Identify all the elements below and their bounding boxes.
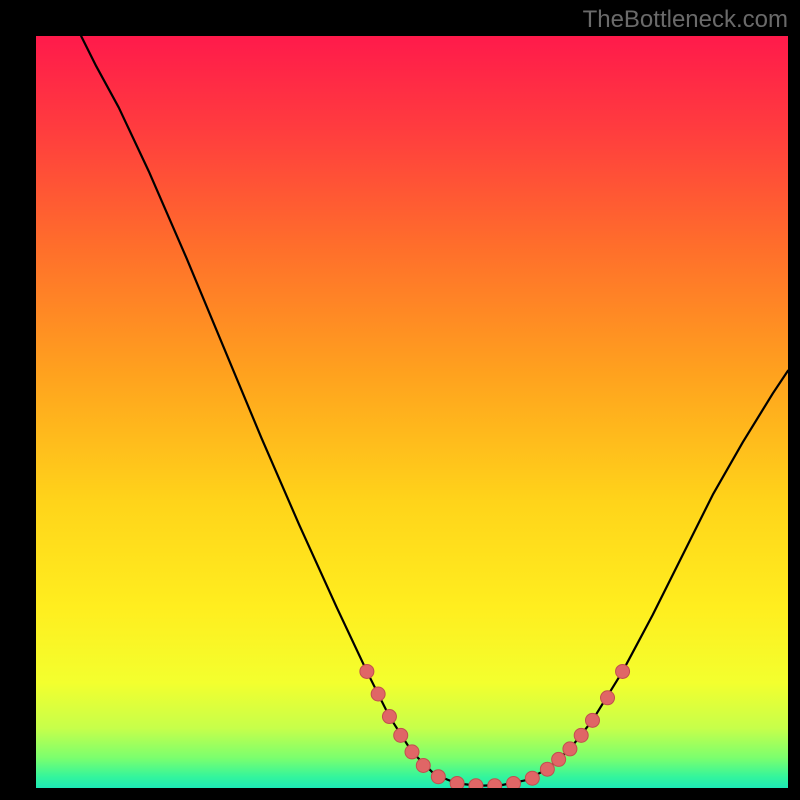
curve-marker xyxy=(507,776,521,788)
curve-marker xyxy=(574,728,588,742)
bottleneck-curve xyxy=(81,36,788,786)
chart-svg xyxy=(36,36,788,788)
curve-marker xyxy=(552,752,566,766)
curve-marker xyxy=(601,691,615,705)
curve-marker xyxy=(405,745,419,759)
curve-marker xyxy=(525,771,539,785)
curve-marker xyxy=(585,713,599,727)
plot-area xyxy=(36,36,788,788)
curve-marker xyxy=(450,776,464,788)
watermark-text: TheBottleneck.com xyxy=(583,6,788,34)
curve-marker xyxy=(488,779,502,788)
curve-marker xyxy=(382,710,396,724)
curve-marker xyxy=(563,742,577,756)
curve-marker xyxy=(469,779,483,788)
curve-marker xyxy=(360,664,374,678)
curve-marker xyxy=(540,762,554,776)
curve-marker xyxy=(431,770,445,784)
curve-marker xyxy=(394,728,408,742)
curve-marker xyxy=(371,687,385,701)
curve-marker xyxy=(416,758,430,772)
curve-marker xyxy=(616,664,630,678)
